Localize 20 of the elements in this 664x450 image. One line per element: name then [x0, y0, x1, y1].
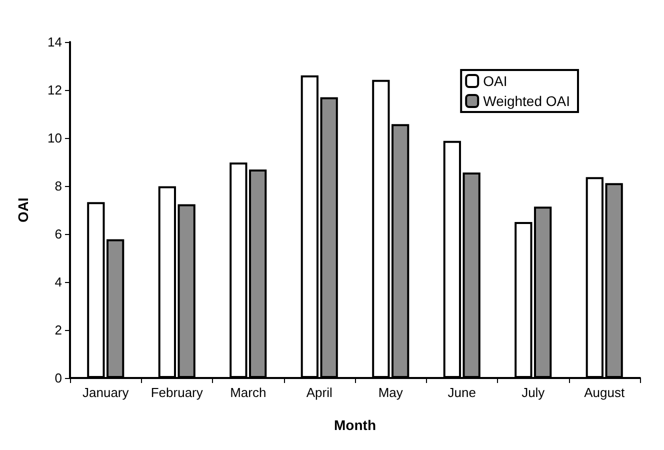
y-tick-label: 0 — [54, 370, 62, 386]
x-tick-label: March — [230, 385, 266, 400]
x-tick-label: February — [150, 385, 204, 400]
y-tick-label: 12 — [48, 82, 62, 98]
x-tick-label: January — [82, 385, 130, 400]
y-tick-label: 2 — [54, 322, 62, 338]
x-tick-label: July — [522, 385, 546, 400]
y-axis-title: OAI — [15, 198, 31, 222]
y-tick-label: 6 — [54, 226, 62, 242]
y-tick-label: 4 — [54, 274, 62, 290]
x-axis-title: Month — [334, 417, 376, 433]
x-tick-label: April — [306, 385, 332, 400]
x-tick-label: June — [448, 385, 476, 400]
legend-label: OAI — [483, 73, 508, 89]
x-tick-label: May — [378, 385, 404, 400]
y-tick-label: 8 — [54, 178, 62, 194]
y-tick-label: 14 — [48, 34, 62, 50]
y-tick-label: 10 — [48, 130, 62, 146]
x-tick-label: August — [584, 385, 625, 400]
legend-label: Weighted OAI — [483, 93, 570, 109]
